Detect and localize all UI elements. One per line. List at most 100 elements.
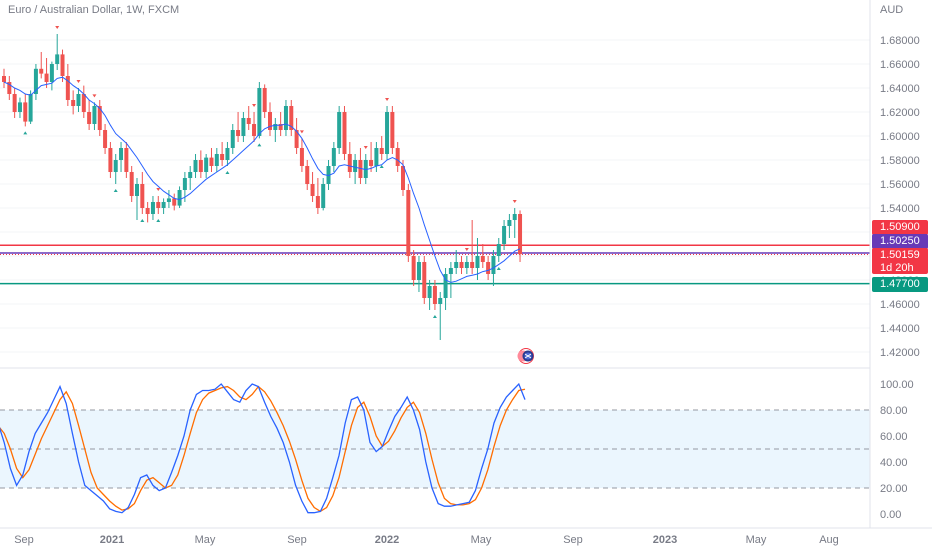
candle-up[interactable] (204, 157, 209, 172)
candle-up[interactable] (337, 112, 342, 148)
candle-up[interactable] (273, 124, 278, 130)
candle-down[interactable] (369, 160, 374, 166)
oscillator-pane[interactable] (0, 382, 870, 514)
candle-down[interactable] (140, 184, 145, 208)
candle-down[interactable] (60, 54, 65, 76)
candle-up[interactable] (454, 262, 459, 268)
candle-up[interactable] (491, 256, 496, 274)
candle-down[interactable] (379, 148, 384, 154)
candle-down[interactable] (209, 157, 214, 166)
candle-up[interactable] (326, 166, 331, 184)
candle-down[interactable] (401, 166, 405, 190)
candle-down[interactable] (432, 286, 437, 304)
candle-up[interactable] (113, 160, 118, 172)
candle-up[interactable] (17, 102, 22, 112)
candle-down[interactable] (97, 106, 102, 130)
candle-up[interactable] (464, 262, 469, 268)
candle-up[interactable] (443, 274, 448, 298)
symbol-title[interactable]: Euro / Australian Dollar, 1W, FXCM (8, 4, 180, 16)
candle-up[interactable] (321, 184, 326, 208)
candle-up[interactable] (119, 148, 124, 160)
candle-down[interactable] (124, 148, 129, 172)
candle-up[interactable] (150, 202, 155, 214)
candles[interactable] (2, 34, 523, 340)
price-tag-red-line[interactable]: 1.50900 (872, 220, 928, 235)
candle-up[interactable] (214, 154, 219, 166)
candle-down[interactable] (12, 94, 17, 112)
candle-up[interactable] (331, 148, 336, 166)
candle-up[interactable] (49, 64, 54, 82)
candle-up[interactable] (475, 256, 480, 268)
candle-down[interactable] (65, 76, 70, 100)
candle-down[interactable] (81, 94, 86, 112)
candle-down[interactable] (406, 190, 411, 256)
candle-down[interactable] (395, 148, 400, 166)
candle-down[interactable] (459, 262, 464, 268)
candle-up[interactable] (283, 106, 288, 130)
candle-up[interactable] (363, 160, 368, 178)
candle-down[interactable] (2, 76, 6, 82)
candle-up[interactable] (177, 190, 182, 206)
candle-up[interactable] (427, 286, 432, 298)
candle-down[interactable] (486, 262, 491, 274)
candle-down[interactable] (411, 256, 416, 280)
candle-down[interactable] (103, 130, 108, 148)
candle-up[interactable] (225, 148, 230, 160)
australia-flag-icon[interactable] (513, 348, 539, 364)
candle-down[interactable] (145, 208, 150, 214)
candle-down[interactable] (470, 262, 475, 268)
candle-up[interactable] (166, 198, 171, 202)
candle-up[interactable] (161, 202, 166, 208)
candle-up[interactable] (374, 148, 379, 166)
candle-down[interactable] (294, 130, 299, 148)
candle-down[interactable] (87, 112, 92, 124)
candle-down[interactable] (246, 118, 251, 124)
candle-up[interactable] (55, 54, 60, 64)
candle-down[interactable] (480, 256, 485, 262)
candle-up[interactable] (257, 88, 262, 136)
candle-up[interactable] (182, 178, 187, 190)
candle-down[interactable] (129, 172, 134, 196)
candle-down[interactable] (108, 148, 113, 172)
candle-up[interactable] (135, 184, 139, 196)
candle-down[interactable] (305, 166, 310, 184)
candle-down[interactable] (342, 112, 347, 154)
candle-up[interactable] (230, 130, 235, 148)
candle-up[interactable] (76, 94, 81, 106)
candle-down[interactable] (518, 214, 523, 255)
candle-down[interactable] (7, 82, 12, 94)
candle-up[interactable] (512, 214, 517, 220)
candle-up[interactable] (92, 106, 97, 124)
candle-down[interactable] (422, 262, 427, 298)
candle-up[interactable] (507, 220, 512, 226)
candle-up[interactable] (353, 160, 358, 172)
candle-down[interactable] (44, 73, 49, 82)
candle-down[interactable] (347, 154, 352, 172)
candle-down[interactable] (71, 100, 76, 106)
candle-up[interactable] (385, 112, 390, 154)
candle-down[interactable] (390, 112, 395, 148)
candle-down[interactable] (252, 124, 257, 136)
candle-up[interactable] (448, 268, 453, 274)
candle-down[interactable] (236, 130, 241, 136)
candle-down[interactable] (278, 124, 283, 130)
candle-down[interactable] (358, 160, 363, 178)
candle-down[interactable] (310, 184, 315, 196)
candle-down[interactable] (172, 198, 177, 206)
candle-up[interactable] (33, 68, 38, 94)
candle-down[interactable] (262, 88, 267, 112)
candle-down[interactable] (315, 196, 320, 208)
candle-up[interactable] (193, 160, 198, 172)
candle-down[interactable] (23, 102, 28, 122)
candle-up[interactable] (496, 244, 501, 256)
price-tag-last-price[interactable]: 1.50159 1d 20h (872, 248, 928, 274)
candle-down[interactable] (268, 112, 272, 130)
price-tag-green-line[interactable]: 1.47700 (872, 277, 928, 292)
candle-down[interactable] (299, 148, 304, 166)
candle-up[interactable] (502, 226, 507, 244)
candle-up[interactable] (28, 94, 33, 122)
candle-up[interactable] (438, 298, 443, 304)
candle-up[interactable] (188, 172, 193, 178)
candle-down[interactable] (220, 154, 225, 160)
